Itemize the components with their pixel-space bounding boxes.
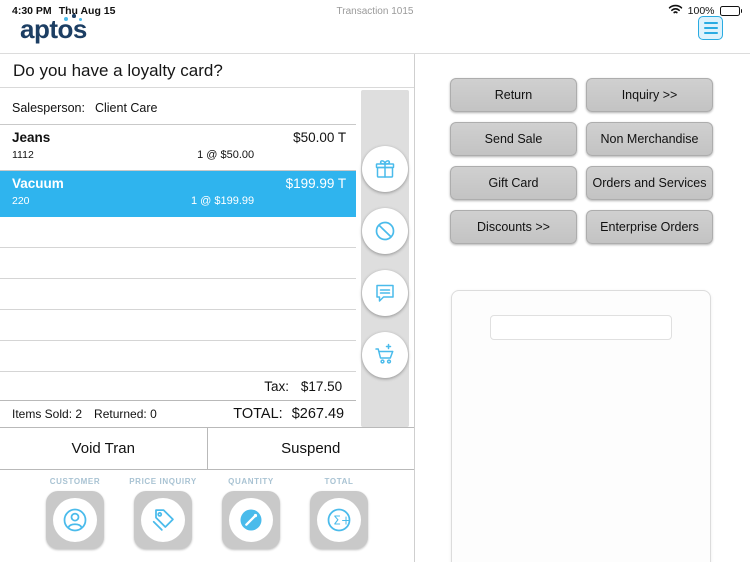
inquiry-button[interactable]: Inquiry >> bbox=[586, 78, 713, 112]
table-row-selected[interactable]: Vacuum $199.99 T 220 1 @ $199.99 bbox=[0, 171, 357, 217]
discounts-button[interactable]: Discounts >> bbox=[450, 210, 577, 244]
entry-field[interactable] bbox=[490, 315, 672, 340]
total-button[interactable]: Σ+ bbox=[310, 491, 368, 549]
return-button[interactable]: Return bbox=[450, 78, 577, 112]
send-sale-button[interactable]: Send Sale bbox=[450, 122, 577, 156]
battery-icon bbox=[719, 6, 742, 16]
empty-list-row bbox=[0, 248, 357, 279]
void-item-icon[interactable] bbox=[362, 208, 409, 254]
total-label: TOTAL bbox=[324, 477, 354, 486]
item-list: Salesperson: Client Care Jeans $50.00 T … bbox=[0, 88, 357, 427]
tax-row: Tax: $17.50 bbox=[0, 379, 356, 400]
status-time: 4:30 PM bbox=[12, 5, 52, 17]
logo-dot bbox=[64, 17, 68, 21]
tax-label: Tax: bbox=[264, 379, 290, 394]
battery-percent: 100% bbox=[687, 5, 715, 17]
price-inquiry-icon bbox=[141, 498, 185, 542]
logo-text: aptos bbox=[20, 14, 87, 44]
total-value: $267.49 bbox=[291, 406, 345, 422]
function-button-grid: Return Inquiry >> Send Sale Non Merchand… bbox=[450, 78, 750, 244]
salesperson-value: Client Care bbox=[94, 100, 158, 115]
void-tran-button[interactable]: Void Tran bbox=[0, 428, 208, 469]
cart-icon[interactable] bbox=[362, 332, 409, 378]
main-area: Do you have a loyalty card? Salesperson:… bbox=[0, 54, 750, 562]
orders-and-services-button[interactable]: Orders and Services bbox=[586, 166, 713, 200]
gift-icon[interactable] bbox=[362, 146, 409, 192]
transaction-panel: Do you have a loyalty card? Salesperson:… bbox=[0, 54, 415, 562]
total-label: TOTAL: bbox=[233, 406, 283, 422]
comment-icon[interactable] bbox=[362, 270, 409, 316]
item-price: $199.99 T bbox=[285, 176, 347, 191]
item-name: Jeans bbox=[12, 130, 51, 145]
quick-actions-bar: CUSTOMER PRICE INQUIRY bbox=[0, 470, 414, 562]
price-inquiry-button[interactable] bbox=[134, 491, 192, 549]
transaction-label: Transaction 1015 bbox=[336, 5, 414, 17]
svg-text:Σ+: Σ+ bbox=[333, 514, 351, 528]
customer-action: CUSTOMER bbox=[46, 477, 104, 562]
customer-icon bbox=[53, 498, 97, 542]
returned-count: Returned: 0 bbox=[94, 407, 157, 421]
gift-card-button[interactable]: Gift Card bbox=[450, 166, 577, 200]
item-qty: 1 @ $50.00 bbox=[197, 149, 255, 161]
table-row[interactable]: Jeans $50.00 T 1112 1 @ $50.00 bbox=[0, 125, 357, 171]
items-sold-count: Items Sold: 2 bbox=[12, 407, 83, 421]
empty-list-row bbox=[0, 341, 357, 372]
suspend-button[interactable]: Suspend bbox=[207, 428, 414, 469]
item-sku: 1112 bbox=[12, 149, 34, 161]
item-sku: 220 bbox=[12, 195, 30, 207]
quantity-label: QUANTITY bbox=[228, 477, 274, 486]
enterprise-orders-button[interactable]: Enterprise Orders bbox=[586, 210, 713, 244]
salesperson-label: Salesperson: bbox=[12, 100, 85, 115]
transaction-buttons: Void Tran Suspend bbox=[0, 427, 414, 470]
tax-value: $17.50 bbox=[300, 379, 343, 394]
customer-label: CUSTOMER bbox=[49, 477, 101, 486]
quantity-button[interactable] bbox=[222, 491, 280, 549]
function-panel: Return Inquiry >> Send Sale Non Merchand… bbox=[415, 54, 750, 562]
item-qty: 1 @ $199.99 bbox=[190, 195, 255, 207]
item-price: $50.00 T bbox=[293, 130, 347, 145]
side-toolbar bbox=[361, 90, 409, 427]
quantity-icon bbox=[229, 498, 273, 542]
aptos-logo: aptos bbox=[20, 14, 87, 45]
total-action: TOTAL Σ+ bbox=[310, 477, 368, 562]
customer-button[interactable] bbox=[46, 491, 104, 549]
empty-list-row bbox=[0, 217, 357, 248]
totals-row: Items Sold: 2 Returned: 0 TOTAL: $267.49 bbox=[0, 400, 357, 427]
non-merchandise-button[interactable]: Non Merchandise bbox=[586, 122, 713, 156]
logo-dot bbox=[79, 18, 82, 21]
status-bar: 4:30 PM Thu Aug 15 Transaction 1015 100% bbox=[0, 0, 750, 22]
empty-list-row bbox=[0, 310, 357, 341]
entry-card bbox=[451, 290, 711, 562]
salesperson-row[interactable]: Salesperson: Client Care bbox=[0, 91, 357, 125]
hamburger-menu-icon[interactable] bbox=[698, 16, 723, 40]
quantity-action: QUANTITY bbox=[222, 477, 280, 562]
wifi-icon bbox=[668, 4, 683, 18]
logo-dot bbox=[72, 14, 76, 18]
empty-list-row bbox=[0, 279, 357, 310]
price-inquiry-action: PRICE INQUIRY bbox=[129, 477, 196, 562]
price-inquiry-label: PRICE INQUIRY bbox=[129, 477, 197, 486]
loyalty-prompt: Do you have a loyalty card? bbox=[0, 54, 414, 88]
total-icon: Σ+ bbox=[317, 498, 361, 542]
item-name: Vacuum bbox=[12, 176, 64, 191]
app-header: aptos bbox=[0, 14, 750, 54]
